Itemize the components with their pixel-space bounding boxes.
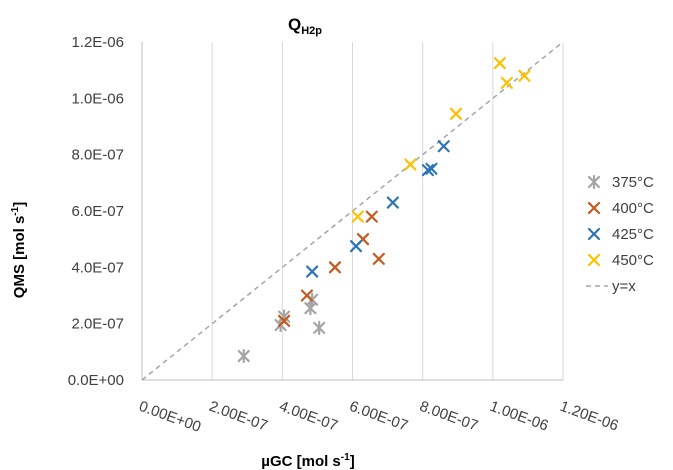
data-point-series-2 (386, 196, 399, 209)
y-tick-labels: 0.0E+00 2.0E-07 4.0E-07 6.0E-07 8.0E-07 1.0E-… (68, 34, 124, 389)
x-axis-title-main: µGC [mol s (261, 453, 340, 470)
data-point-series-3 (500, 76, 513, 89)
data-point-series-3 (449, 107, 463, 120)
gridlines (211, 42, 564, 380)
legend-label: y=x (612, 278, 636, 295)
chart-title-subscript: H2p (301, 25, 322, 37)
data-point-series-1 (365, 210, 378, 223)
legend-item: 450°C (587, 252, 654, 269)
data-point-series-1 (300, 289, 313, 302)
data-point-series-1 (328, 261, 342, 274)
legend-label: 375°C (612, 174, 654, 191)
y-tick-label: 1.2E-06 (71, 34, 124, 51)
legend-marker (587, 227, 601, 241)
y-tick-label: 6.0E-07 (71, 203, 124, 220)
legend-label: 400°C (612, 200, 654, 217)
legend-item: 375°C (587, 174, 654, 191)
legend-marker (587, 253, 601, 267)
data-point-series-2 (421, 164, 435, 177)
x-tick-label: 1.00E-06 (487, 398, 550, 435)
x-tick-label: 4.00E-07 (277, 398, 340, 435)
y-axis-title-end: ] (11, 202, 28, 207)
x-tick-labels: 0.00E+00 2.00E-07 4.00E-07 6.00E-07 8.00E-07… (137, 398, 621, 436)
x-tick-label: 2.00E-07 (207, 398, 270, 435)
data-point-series-1 (372, 252, 385, 265)
data-point-series-2 (425, 162, 438, 175)
y-axis-title: QMS [mol s-1] (10, 202, 28, 298)
data-point-series-3 (493, 57, 506, 70)
legend-item: 425°C (587, 226, 654, 243)
y-tick-label: 4.0E-07 (71, 259, 124, 276)
data-points (237, 57, 531, 364)
data-point-series-0 (313, 320, 326, 335)
plot-area: 0.0E+00 2.0E-07 4.0E-07 6.0E-07 8.0E-07 1.0E-… (68, 34, 621, 436)
data-point-series-1 (277, 314, 291, 327)
x-axis-title-end: ] (350, 453, 355, 470)
x-axis-title: µGC [mol s-1] (261, 452, 354, 470)
x-tick-label: 0.00E+00 (137, 398, 204, 436)
data-point-series-3 (404, 158, 417, 171)
data-point-series-3 (351, 210, 364, 223)
legend-item: 400°C (587, 200, 654, 217)
y-axis-title-main: QMS [mol s (11, 216, 28, 299)
x-tick-label: 6.00E-07 (347, 398, 410, 435)
data-point-series-0 (237, 348, 250, 364)
y-tick-label: 0.0E+00 (68, 372, 124, 389)
data-point-series-2 (349, 240, 363, 253)
data-point-series-2 (306, 265, 319, 278)
x-axis-title-sup: -1 (341, 452, 350, 463)
legend-marker (587, 201, 601, 215)
data-point-series-2 (437, 140, 450, 153)
x-tick-label: 1.20E-06 (558, 398, 621, 435)
chart-title-main: Q (288, 15, 301, 34)
data-point-series-3 (518, 69, 531, 82)
y-axis-title-sup: -1 (10, 206, 21, 215)
legend-label: 425°C (612, 226, 654, 243)
legend-item: y=x (586, 278, 636, 295)
y-tick-label: 2.0E-07 (71, 316, 124, 333)
legend-marker (587, 174, 601, 190)
legend: 375°C 400°C 425°C 450°C y=x (586, 174, 654, 295)
y-tick-label: 8.0E-07 (71, 147, 124, 164)
y-tick-label: 1.0E-06 (71, 90, 124, 107)
legend-label: 450°C (612, 252, 654, 269)
x-tick-label: 8.00E-07 (417, 398, 480, 435)
axes (141, 42, 563, 381)
chart-title: QH2p (288, 15, 322, 37)
